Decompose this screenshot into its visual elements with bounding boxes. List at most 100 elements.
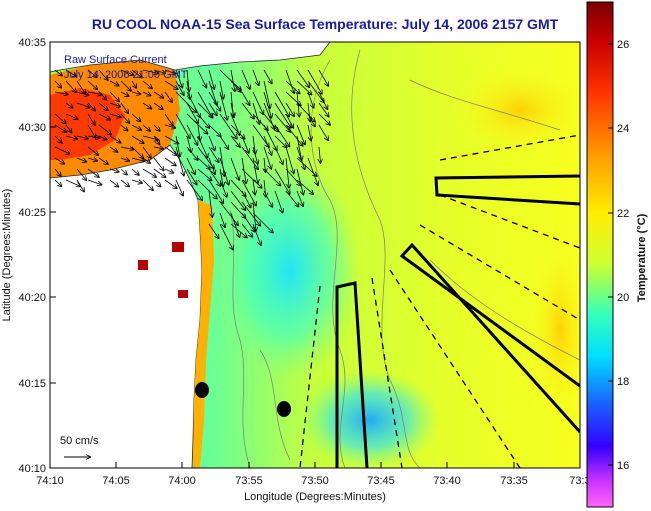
current-vector-arrow xyxy=(263,91,271,118)
current-vector-arrow xyxy=(164,80,178,89)
current-vector-arrow xyxy=(131,135,144,143)
current-vector-arrow xyxy=(252,201,256,231)
current-vector-arrow xyxy=(219,80,223,98)
x-tick-label: 73:35 xyxy=(500,475,528,487)
current-vector-arrow xyxy=(120,147,133,150)
current-vector-arrow xyxy=(164,146,177,155)
dashed-transect-lines xyxy=(299,134,580,468)
x-axis-label: Longitude (Degrees:Minutes) xyxy=(244,491,386,503)
station-dot xyxy=(277,401,291,417)
cool-water-patch-south xyxy=(300,370,440,468)
current-vector-arrow xyxy=(241,168,262,188)
current-vector-arrow xyxy=(87,102,95,111)
current-vector-arrow xyxy=(76,136,88,139)
current-vector-arrow xyxy=(208,146,219,162)
current-vector-arrow xyxy=(109,146,117,152)
current-vector-arrow xyxy=(253,135,255,154)
current-vector-arrow xyxy=(164,125,175,128)
current-vector-arrow xyxy=(98,157,108,164)
current-vector-arrow xyxy=(219,146,224,176)
current-vector-arrow xyxy=(263,190,272,207)
current-vector-arrow xyxy=(142,179,153,190)
current-vector-arrow xyxy=(208,124,221,136)
current-vector-arrow xyxy=(307,157,318,185)
current-vector-arrow xyxy=(307,113,315,126)
current-vector-arrow xyxy=(274,102,291,128)
current-vector-arrow xyxy=(274,190,283,212)
overlay-label-1: Raw Surface Current xyxy=(64,54,167,66)
current-vector-arrow xyxy=(142,124,150,131)
current-vector-arrow xyxy=(175,113,190,138)
current-vector-arrow xyxy=(252,91,263,114)
current-vector-arrow xyxy=(296,135,302,160)
current-vector-arrow xyxy=(208,91,220,111)
current-vector-arrow xyxy=(318,113,330,125)
current-vector-arrow xyxy=(120,102,128,113)
current-vector-arrow xyxy=(252,146,258,164)
current-vector-arrow xyxy=(230,190,245,210)
current-vector-arrow xyxy=(87,69,97,77)
current-vector-arrow xyxy=(175,146,184,175)
current-vector-arrow xyxy=(186,168,197,185)
current-vector-arrow xyxy=(285,69,294,93)
x-tick-label: 73:45 xyxy=(367,475,395,487)
current-vector-arrow xyxy=(54,135,62,143)
current-vector-arrow xyxy=(76,91,88,95)
current-vector-arrow xyxy=(307,91,314,108)
y-axis: 40:35 40:30 40:25 40:20 40:15 40:10 Lati… xyxy=(1,37,56,475)
current-vector-arrow xyxy=(230,113,240,135)
current-vector-arrow xyxy=(109,114,121,117)
current-vector-arrow xyxy=(109,169,119,172)
current-vector-arrow xyxy=(230,157,239,180)
colorbar-tick: 20 xyxy=(617,292,629,304)
current-vector-arrow xyxy=(131,168,139,175)
current-vector-arrow xyxy=(76,80,85,93)
current-vector-arrow xyxy=(54,124,66,132)
current-vector-arrow xyxy=(98,136,106,140)
map-plot-area: Raw Surface Current July 14, 2006 21:00 … xyxy=(50,42,580,468)
current-vector-arrow xyxy=(296,69,309,87)
current-vector-arrow xyxy=(164,69,176,74)
current-vector-arrow xyxy=(285,157,289,188)
current-vector-arrow xyxy=(186,179,202,200)
current-vector-arrow xyxy=(142,102,151,109)
current-vector-arrow xyxy=(230,135,240,147)
current-vector-arrow xyxy=(120,69,133,75)
current-vector-arrow xyxy=(164,168,173,173)
current-vector-arrow xyxy=(186,157,195,174)
x-tick-label: 73:40 xyxy=(433,475,461,487)
y-tick-label: 40:35 xyxy=(18,37,46,49)
current-vector-arrow xyxy=(241,223,252,237)
current-vector-arrow xyxy=(230,212,240,237)
current-vector-arrow xyxy=(54,80,61,88)
current-vector-arrow xyxy=(142,92,151,96)
map-title: RU COOL NOAA-15 Sea Surface Temperature:… xyxy=(92,16,559,32)
x-tick-label: 74:00 xyxy=(168,475,196,487)
x-tick-label: 73:55 xyxy=(235,475,263,487)
colorbar-gradient xyxy=(586,1,614,508)
current-vector-arrow xyxy=(264,157,266,172)
current-vector-arrow xyxy=(285,102,294,116)
current-vector-arrow xyxy=(318,91,327,109)
current-vector-arrow xyxy=(87,146,98,155)
current-vector-arrow xyxy=(186,113,207,134)
current-vector-arrow xyxy=(175,80,184,95)
current-vector-arrow xyxy=(76,102,90,107)
current-vector-arrow xyxy=(109,135,121,143)
current-vector-arrow xyxy=(65,113,78,119)
inlet-patch xyxy=(138,260,148,270)
current-vector-arrow xyxy=(219,179,227,197)
current-vector-arrow xyxy=(208,179,223,203)
current-vector-arrow xyxy=(219,91,227,120)
current-vector-arrow xyxy=(241,212,255,232)
current-vector-arrow xyxy=(87,124,96,138)
current-vector-arrow xyxy=(65,124,72,133)
current-vector-arrow xyxy=(318,102,329,117)
current-vector-arrow xyxy=(230,69,235,91)
current-vector-arrow xyxy=(153,124,160,131)
current-vector-arrow xyxy=(142,80,152,88)
surface-current-vectors xyxy=(54,69,330,249)
current-vector-arrow xyxy=(274,135,287,147)
current-vector-arrow xyxy=(285,146,294,173)
